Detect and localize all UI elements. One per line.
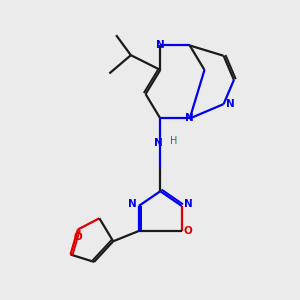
Text: N: N (154, 138, 163, 148)
Text: O: O (74, 232, 82, 242)
Text: N: N (128, 200, 137, 209)
Text: N: N (156, 40, 165, 50)
Text: N: N (185, 113, 194, 124)
Text: H: H (170, 136, 177, 146)
Text: O: O (184, 226, 193, 236)
Text: N: N (184, 200, 193, 209)
Text: N: N (226, 99, 235, 109)
